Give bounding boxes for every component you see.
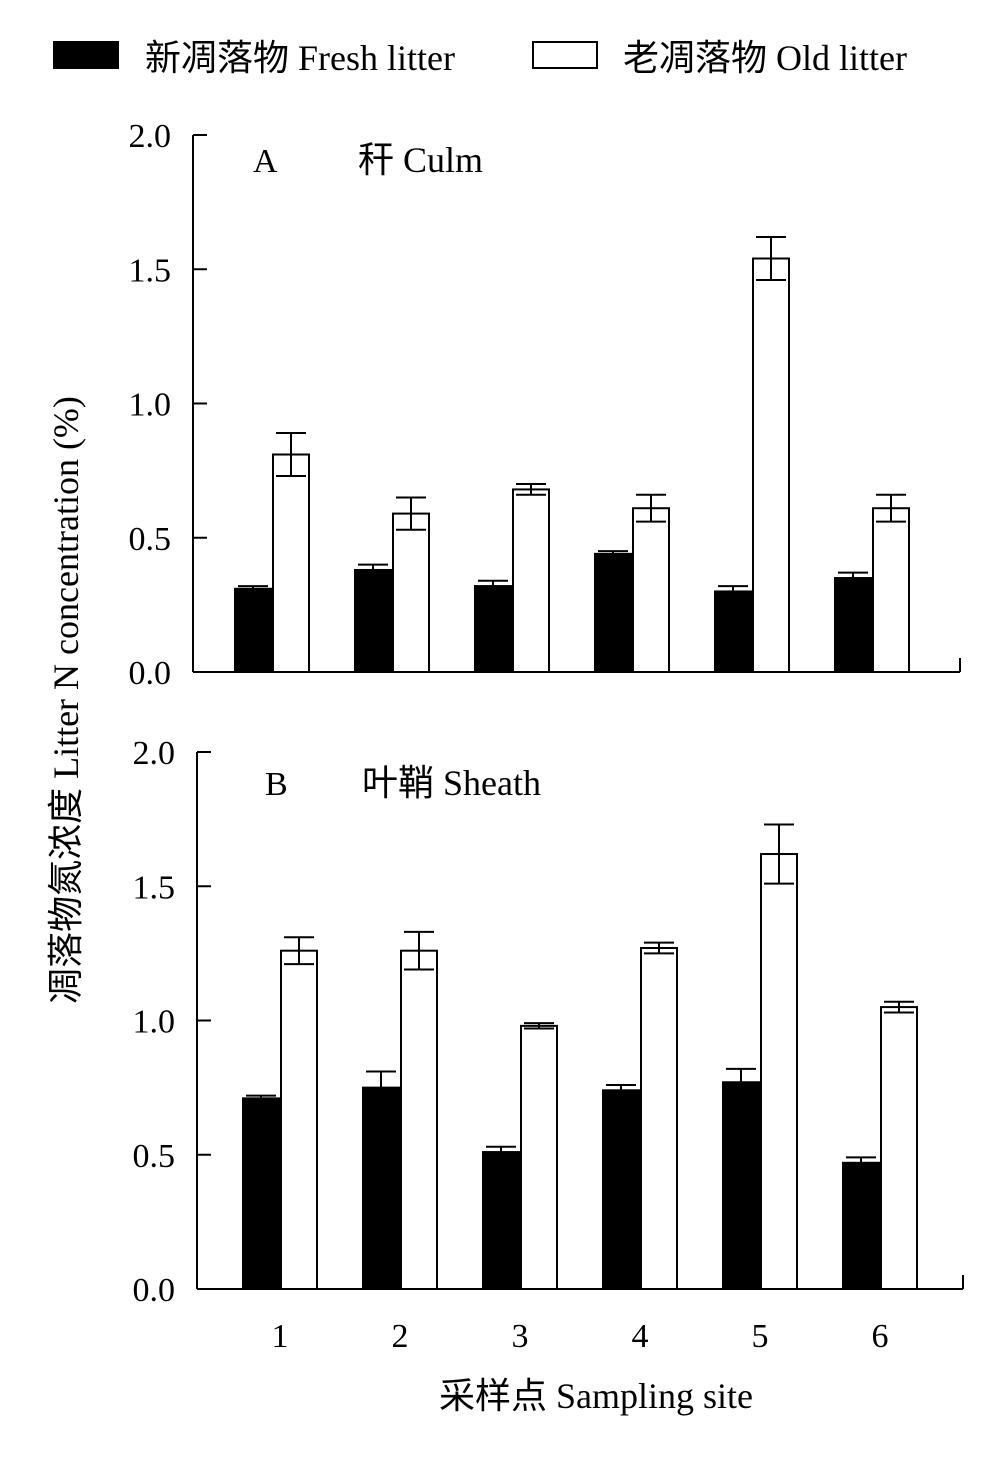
y-tick-label: 0.0 — [133, 1272, 176, 1309]
y-tick-label: 1.0 — [129, 387, 172, 424]
y-axis-label: 凋落物氮浓度 Litter N concentration (%) — [46, 396, 86, 1004]
x-tick-label: 6 — [872, 1318, 889, 1355]
x-tick-label: 4 — [632, 1318, 649, 1355]
bar-fresh — [474, 585, 512, 674]
bar-fresh — [842, 1161, 880, 1291]
bar-old — [640, 947, 678, 1290]
bar-old — [752, 257, 790, 673]
bar-fresh — [362, 1086, 400, 1290]
y-tick-label: 1.0 — [133, 1004, 176, 1041]
bar-old — [400, 949, 438, 1290]
panel-a: 0.0 0.5 1.0 1.5 2.0 A 秆 Culm — [129, 118, 961, 692]
bar-fresh — [594, 552, 632, 673]
bar-old — [272, 453, 310, 674]
bar-fresh — [714, 590, 752, 674]
bar-old — [880, 1006, 918, 1290]
bar-old — [520, 1024, 558, 1290]
y-tick-label: 1.5 — [133, 869, 176, 906]
bar-fresh — [354, 568, 392, 673]
y-tick-label: 1.5 — [129, 252, 172, 289]
bar-old — [392, 512, 430, 674]
bar-fresh — [482, 1151, 520, 1290]
legend-label-old: 老凋落物 Old litter — [623, 38, 907, 78]
x-axis-label: 采样点 Sampling site — [439, 1376, 753, 1416]
bar-old — [760, 853, 798, 1291]
panel-letter: A — [253, 143, 278, 180]
bar-fresh — [722, 1081, 760, 1290]
y-tick-label: 0.5 — [133, 1138, 176, 1175]
y-tick-label: 0.5 — [129, 521, 172, 558]
bar-old — [280, 949, 318, 1290]
y-tick-label: 2.0 — [129, 118, 172, 155]
panel-title: 叶鞘 Sheath — [362, 763, 541, 803]
y-tick-label: 2.0 — [133, 735, 176, 772]
bar-fresh — [234, 587, 272, 674]
x-tick-label: 2 — [392, 1318, 409, 1355]
x-tick-label: 5 — [752, 1318, 769, 1355]
legend-swatch-fresh — [53, 41, 119, 69]
bar-old — [632, 507, 670, 673]
legend-label-fresh: 新凋落物 Fresh litter — [145, 38, 455, 78]
bar-fresh — [242, 1097, 280, 1290]
legend: 新凋落物 Fresh litter 老凋落物 Old litter — [53, 38, 907, 78]
bar-fresh — [602, 1089, 640, 1291]
x-tick-label: 3 — [512, 1318, 529, 1355]
legend-swatch-old — [532, 41, 598, 69]
panel-b: 0.0 0.5 1.0 1.5 2.0 B 叶鞘 Sheath 1 2 3 4 5 6 — [133, 735, 964, 1355]
bar-fresh — [834, 577, 872, 674]
panel-title: 秆 Culm — [358, 140, 483, 180]
panel-letter: B — [265, 766, 288, 803]
bar-old — [872, 507, 910, 673]
y-tick-label: 0.0 — [129, 655, 172, 692]
x-tick-label: 1 — [272, 1318, 289, 1355]
bar-old — [512, 488, 550, 674]
